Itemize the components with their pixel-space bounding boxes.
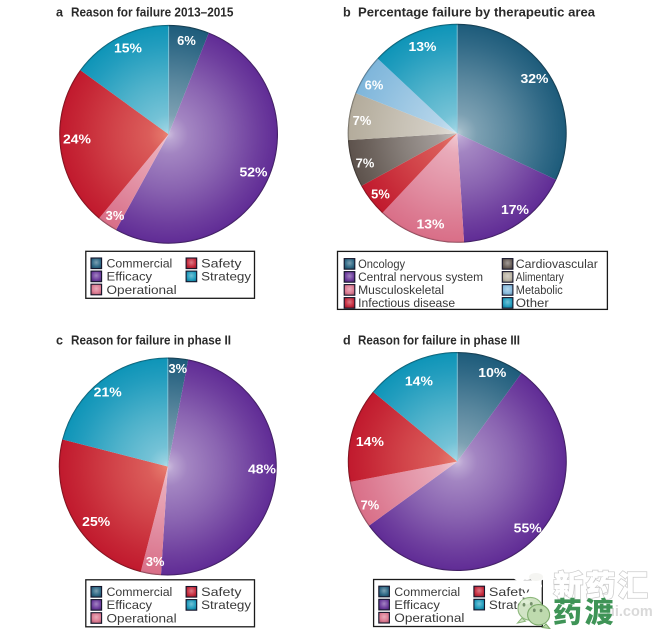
svg-text:Cardiovascular: Cardiovascular: [516, 257, 598, 271]
svg-text:Efficacy: Efficacy: [394, 598, 441, 612]
svg-text:Operational: Operational: [107, 283, 177, 297]
svg-text:Operational: Operational: [107, 611, 177, 625]
svg-text:Oncology: Oncology: [358, 257, 406, 271]
svg-text:Safety: Safety: [201, 257, 243, 271]
svg-text:3%: 3%: [106, 208, 125, 223]
svg-text:7%: 7%: [353, 113, 372, 128]
svg-text:3%: 3%: [169, 361, 188, 376]
svg-text:Metabolic: Metabolic: [516, 283, 563, 297]
svg-text:Percentage failure by therapeu: Percentage failure by therapeutic area: [358, 6, 596, 20]
svg-text:Musculoskeletal: Musculoskeletal: [358, 283, 444, 297]
svg-text:Efficacy: Efficacy: [107, 598, 154, 612]
svg-text:Efficacy: Efficacy: [107, 270, 154, 284]
svg-text:Operational: Operational: [394, 611, 464, 625]
svg-text:ui.com: ui.com: [606, 604, 653, 620]
svg-text:Alimentary: Alimentary: [516, 270, 565, 284]
svg-text:c: c: [56, 334, 63, 348]
svg-text:24%: 24%: [63, 132, 92, 147]
svg-text:10%: 10%: [478, 365, 507, 380]
svg-text:21%: 21%: [94, 385, 123, 400]
svg-text:6%: 6%: [365, 78, 384, 93]
svg-text:32%: 32%: [521, 71, 550, 86]
svg-text:b: b: [343, 6, 351, 20]
svg-text:a: a: [56, 6, 64, 20]
svg-text:13%: 13%: [417, 217, 446, 232]
svg-text:55%: 55%: [514, 520, 543, 535]
svg-text:5%: 5%: [371, 187, 390, 202]
svg-text:6%: 6%: [177, 33, 196, 48]
svg-text:Reason for failure in phase II: Reason for failure in phase II: [71, 334, 231, 348]
svg-text:7%: 7%: [356, 156, 375, 171]
svg-text:Commercial: Commercial: [107, 257, 173, 271]
svg-text:Central nervous system: Central nervous system: [358, 270, 483, 284]
svg-text:14%: 14%: [356, 434, 385, 449]
svg-text:3%: 3%: [146, 554, 165, 569]
svg-text:25%: 25%: [82, 514, 111, 529]
svg-text:13%: 13%: [409, 39, 438, 54]
svg-text:Strategy: Strategy: [201, 598, 252, 612]
svg-text:Strategy: Strategy: [201, 270, 252, 284]
svg-text:Safety: Safety: [201, 585, 243, 599]
svg-text:Infectious disease: Infectious disease: [358, 296, 455, 310]
svg-text:52%: 52%: [240, 165, 269, 180]
svg-text:14%: 14%: [405, 374, 434, 389]
svg-text:48%: 48%: [248, 462, 277, 477]
svg-text:15%: 15%: [114, 41, 143, 56]
svg-text:Safety: Safety: [489, 585, 531, 599]
svg-text:Reason for failure 2013–2015: Reason for failure 2013–2015: [71, 6, 233, 20]
svg-text:Other: Other: [516, 296, 549, 310]
svg-text:d: d: [343, 334, 351, 348]
svg-text:17%: 17%: [501, 202, 530, 217]
svg-text:7%: 7%: [361, 497, 380, 512]
svg-text:Commercial: Commercial: [107, 585, 173, 599]
svg-text:Reason for failure in phase II: Reason for failure in phase III: [358, 334, 520, 348]
svg-text:Commercial: Commercial: [394, 585, 460, 599]
